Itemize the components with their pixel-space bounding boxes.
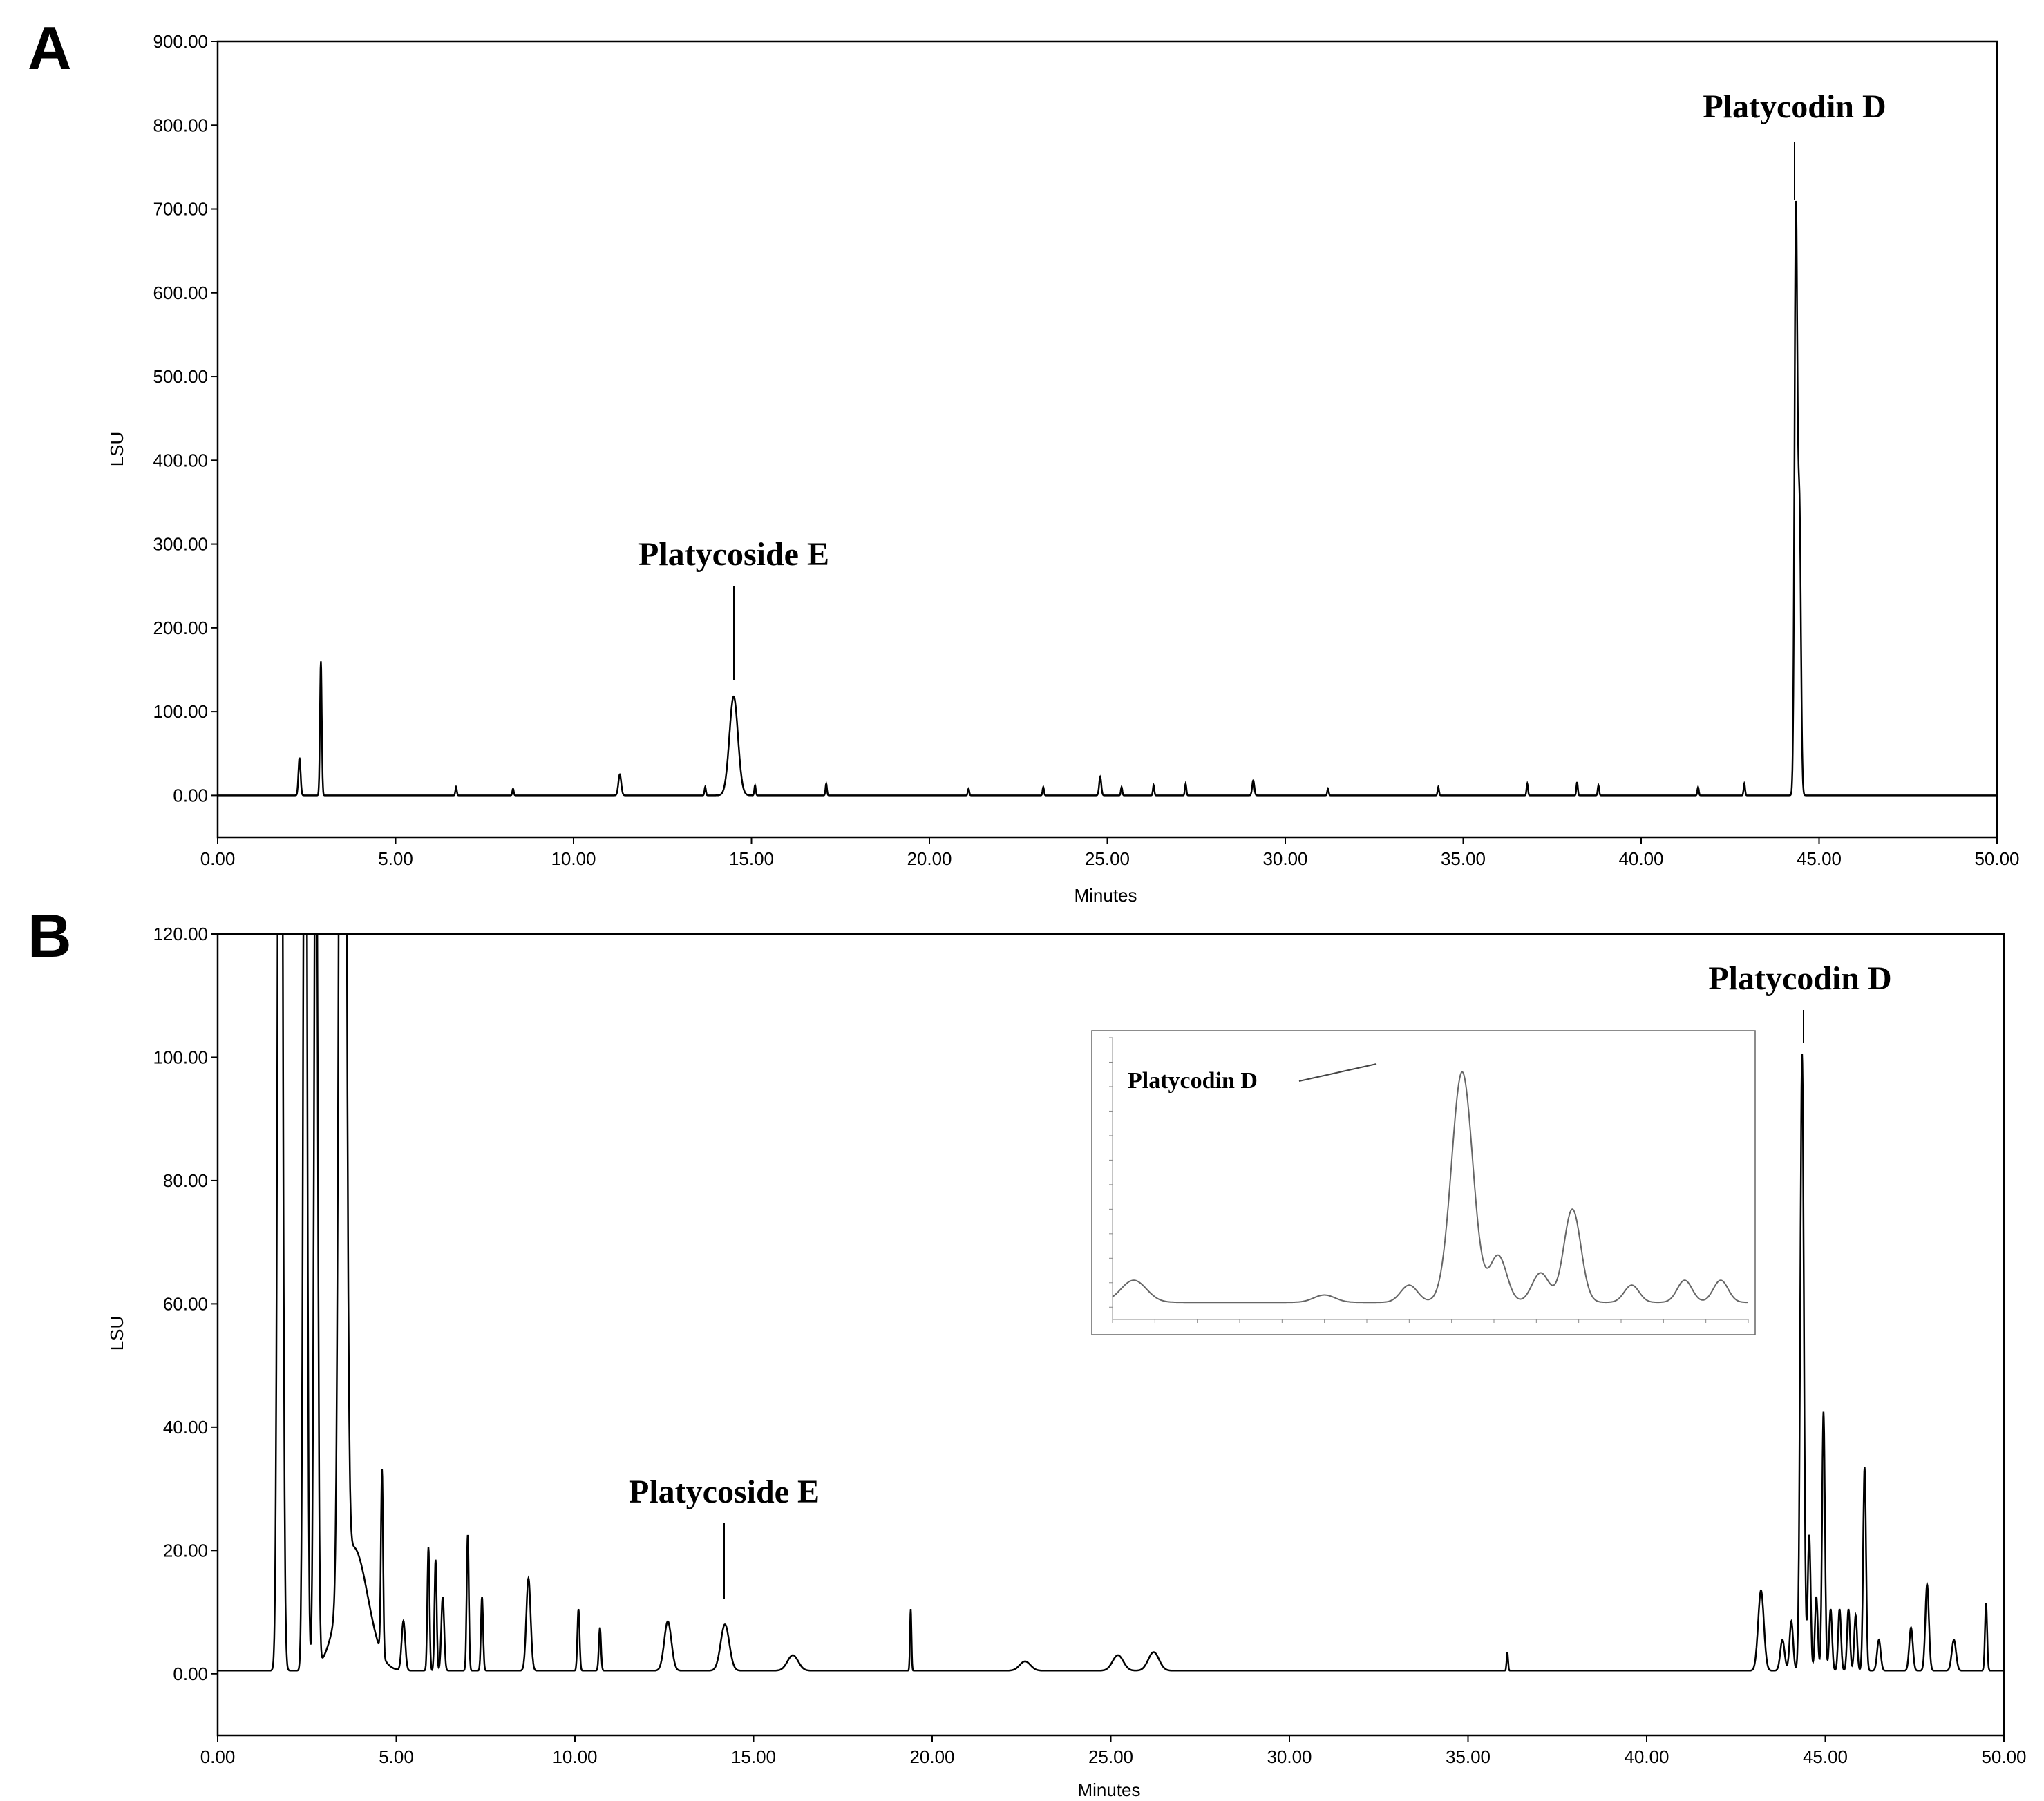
panel-b-x-tick-label: 30.00 [1267,1746,1312,1767]
panel-b: B 0.00 20.00 40.00 60.00 80.00 100.00 120.00 0… [28,902,2027,1800]
panel-a-x-tick-label: 45.00 [1797,848,1842,869]
panel-a-y-tick-label: 0.00 [173,785,208,806]
panel-b-letter: B [28,902,72,970]
panel-a-x-tick-label: 5.00 [378,848,413,869]
panel-a-y-tick-label: 100.00 [153,701,208,722]
panel-a-x-tick-label: 20.00 [907,848,952,869]
panel-b-annotation-platycodin-d: Platycodin D [1708,960,1891,997]
inset-annotation-platycodin-d: Platycodin D [1128,1068,1258,1094]
panel-a-y-tick-label: 200.00 [153,618,208,638]
panel-a-y-tick-label: 900.00 [153,31,208,52]
panel-b-y-tick-label: 40.00 [163,1417,208,1438]
panel-b-y-label: LSU [106,1316,127,1351]
panel-b-x-axis: 0.00 5.00 10.00 15.00 20.00 25.00 30.00 35.00 40… [200,1735,2027,1767]
panel-a-x-tick-label: 30.00 [1262,848,1307,869]
panel-b-x-tick-label: 0.00 [200,1746,236,1767]
panel-a-annotation-platycodin-d: Platycodin D [1703,88,1886,125]
panel-a-y-label: LSU [106,432,127,467]
inset-x-axis [1112,1319,1749,1323]
panel-a-y-tick-label: 300.00 [153,534,208,555]
panel-a-y-axis: 0.00 100.00 200.00 300.00 400.00 500.00 600.00… [153,31,218,806]
panel-b-x-tick-label: 25.00 [1088,1746,1133,1767]
panel-b-x-tick-label: 10.00 [552,1746,597,1767]
panel-a-y-tick-label: 400.00 [153,450,208,470]
panel-b-annotation-platycoside-e: Platycoside E [629,1474,820,1510]
panel-b-x-tick-label: 40.00 [1624,1746,1669,1767]
panel-a-x-label: Minutes [1074,885,1137,906]
panel-b-inset: Platycodin D [1091,1030,1756,1335]
inset-frame [1091,1030,1756,1335]
panel-a-y-tick-label: 700.00 [153,199,208,220]
panel-b-y-tick-label: 20.00 [163,1540,208,1561]
panel-a-letter: A [28,14,72,82]
panel-a-annotation-platycoside-e: Platycoside E [638,536,829,573]
panel-b-x-tick-label: 20.00 [909,1746,954,1767]
panel-b-x-tick-label: 50.00 [1981,1746,2026,1767]
panel-b-chromatogram-trace [218,934,2004,1672]
panel-b-x-label: Minutes [1077,1780,1140,1800]
panel-b-y-tick-label: 100.00 [153,1047,208,1067]
panel-b-y-tick-label: 80.00 [163,1170,208,1191]
panel-b-x-tick-label: 5.00 [379,1746,414,1767]
panel-b-y-tick-label: 120.00 [153,924,208,944]
panel-a-x-tick-label: 15.00 [729,848,774,869]
panel-a-x-tick-label: 25.00 [1085,848,1130,869]
panel-a-x-tick-label: 50.00 [1974,848,2019,869]
panel-b-y-tick-label: 60.00 [163,1293,208,1314]
panel-b-x-tick-label: 35.00 [1446,1746,1491,1767]
panel-a-x-tick-label: 35.00 [1441,848,1486,869]
panel-b-y-axis: 0.00 20.00 40.00 60.00 80.00 100.00 120.00 [153,924,218,1684]
panel-a-x-axis: 0.00 5.00 10.00 15.00 20.00 25.00 30.00 35.00 40… [200,837,2020,869]
inset-y-axis [1109,1037,1113,1319]
panel-a-x-tick-label: 40.00 [1618,848,1663,869]
panel-a: A 0.00 100.00 200.00 300.00 400.00 500.00 600.… [28,14,2020,906]
panel-a-y-tick-label: 600.00 [153,283,208,303]
panel-a-y-tick-label: 800.00 [153,115,208,135]
inset-chromatogram-trace [1112,1071,1748,1304]
panel-b-x-tick-label: 15.00 [731,1746,776,1767]
panel-a-chromatogram-trace [218,200,1997,797]
inset-annotation-line [1298,1063,1377,1082]
panel-b-x-tick-label: 45.00 [1803,1746,1848,1767]
panel-a-x-tick-label: 10.00 [551,848,596,869]
panel-a-x-tick-label: 0.00 [200,848,236,869]
panel-b-y-tick-label: 0.00 [173,1664,208,1684]
panel-a-y-tick-label: 500.00 [153,366,208,387]
